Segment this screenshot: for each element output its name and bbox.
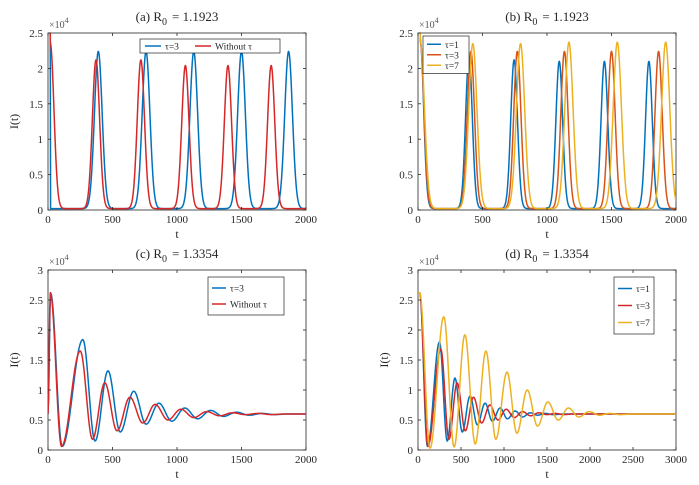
y-tick-label-a-0: 0 bbox=[38, 205, 44, 217]
x-tick-label-d-1: 500 bbox=[453, 454, 470, 466]
y-tick-label-b-1: 0.5 bbox=[399, 170, 413, 182]
y-tick-label-d-2: 1 bbox=[408, 385, 414, 397]
y-tick-label-d-1: 0.5 bbox=[399, 415, 413, 427]
x-axis-label-c: t bbox=[175, 467, 179, 481]
x-axis-label-b: t bbox=[545, 227, 549, 241]
x-tick-label-c-4: 2000 bbox=[295, 454, 318, 466]
legend-label-b-0: τ=1 bbox=[445, 41, 459, 51]
x-tick-label-c-0: 0 bbox=[45, 454, 51, 466]
y-tick-label-a-4: 2 bbox=[38, 63, 44, 75]
x-tick-label-d-2: 1000 bbox=[493, 454, 516, 466]
x-tick-label-b-2: 1000 bbox=[536, 214, 559, 226]
series-line-d-2 bbox=[418, 292, 676, 449]
y-tick-label-d-6: 3 bbox=[408, 265, 414, 277]
x-axis-label-a: t bbox=[175, 227, 179, 241]
x-tick-label-d-3: 1500 bbox=[536, 454, 559, 466]
panel-title-b: (b) R0 = 1.1923 bbox=[505, 9, 588, 28]
legend-label-d-2: τ=7 bbox=[636, 319, 650, 329]
x-tick-label-a-0: 0 bbox=[45, 214, 51, 226]
y-multiplier-d: ×104 bbox=[419, 253, 439, 268]
legend-label-a-1: Without τ bbox=[215, 43, 252, 53]
legend-a: τ=3 Without τ bbox=[139, 38, 281, 54]
panel-title-d: (d) R0 = 1.3354 bbox=[505, 246, 589, 265]
x-tick-label-a-3: 1500 bbox=[231, 214, 254, 226]
panel-d: 0 500 1000 1500 2000 2500 3000 0 0.5 1 1.5 2 2.5 3 ×10… bbox=[377, 246, 688, 481]
y-tick-label-a-3: 1.5 bbox=[29, 99, 43, 111]
series-line-a-1 bbox=[49, 33, 306, 210]
legend-label-d-1: τ=3 bbox=[636, 302, 650, 312]
legend-box-c bbox=[207, 276, 285, 316]
legend-label-c-0: τ=3 bbox=[230, 285, 244, 295]
y-axis-label-d: I(t) bbox=[377, 352, 391, 367]
legend-label-b-1: τ=3 bbox=[445, 51, 459, 61]
y-tick-label-a-2: 1 bbox=[38, 134, 44, 146]
legend-label-b-2: τ=7 bbox=[445, 62, 459, 72]
panel-c: 0 500 1000 1500 2000 0 0.5 1 1.5 2 2.5 3 ×104 (c) R0 =… bbox=[7, 246, 318, 481]
legend-c: τ=3 Without τ bbox=[207, 276, 285, 316]
legend-label-d-0: τ=1 bbox=[636, 285, 650, 295]
y-tick-label-b-5: 2.5 bbox=[399, 28, 413, 40]
x-tick-label-a-4: 2000 bbox=[295, 214, 318, 226]
x-tick-label-d-0: 0 bbox=[415, 454, 421, 466]
x-tick-label-b-1: 500 bbox=[474, 214, 491, 226]
y-multiplier-c: ×104 bbox=[49, 253, 69, 268]
x-tick-label-b-0: 0 bbox=[415, 214, 421, 226]
x-axis-label-d: t bbox=[545, 467, 549, 481]
panel-title-a: (a) R0 = 1.1923 bbox=[136, 9, 219, 28]
x-tick-label-c-2: 1000 bbox=[166, 454, 189, 466]
y-tick-label-c-6: 3 bbox=[38, 265, 44, 277]
y-axis-label-a: I(t) bbox=[7, 114, 21, 129]
x-tick-label-a-2: 1000 bbox=[166, 214, 189, 226]
y-tick-label-c-3: 1.5 bbox=[29, 355, 43, 367]
x-tick-label-c-3: 1500 bbox=[231, 454, 254, 466]
y-axis-label-c: I(t) bbox=[7, 352, 21, 367]
x-tick-label-d-6: 3000 bbox=[665, 454, 688, 466]
x-tick-label-a-1: 500 bbox=[104, 214, 121, 226]
y-tick-label-b-2: 1 bbox=[408, 134, 414, 146]
panel-a: 0 500 1000 1500 2000 0 0.5 1 1.5 2 2.5 ×104 (a) R0 = … bbox=[7, 9, 318, 241]
y-tick-label-c-5: 2.5 bbox=[29, 295, 43, 307]
legend-b: τ=1τ=3τ=7 bbox=[422, 35, 470, 74]
y-tick-label-d-4: 2 bbox=[408, 325, 414, 337]
y-tick-label-a-5: 2.5 bbox=[29, 28, 43, 40]
y-tick-label-c-2: 1 bbox=[38, 385, 44, 397]
series-group-c bbox=[48, 292, 306, 448]
y-tick-label-a-1: 0.5 bbox=[29, 170, 43, 182]
x-tick-label-b-3: 1500 bbox=[601, 214, 624, 226]
y-tick-label-b-0: 0 bbox=[408, 205, 414, 217]
y-tick-label-d-5: 2.5 bbox=[399, 295, 413, 307]
y-tick-label-c-0: 0 bbox=[38, 445, 44, 457]
y-tick-label-c-4: 2 bbox=[38, 325, 44, 337]
x-tick-label-d-4: 2000 bbox=[579, 454, 602, 466]
y-tick-label-c-1: 0.5 bbox=[29, 415, 43, 427]
y-tick-label-b-3: 1.5 bbox=[399, 99, 413, 111]
y-tick-label-b-4: 2 bbox=[408, 63, 414, 75]
panel-title-c: (c) R0 = 1.3354 bbox=[136, 246, 219, 265]
legend-d: τ=1 τ=3 τ=7 bbox=[613, 276, 655, 335]
series-line-c-1 bbox=[48, 292, 306, 448]
x-tick-label-d-5: 2500 bbox=[622, 454, 645, 466]
y-tick-label-d-3: 1.5 bbox=[399, 355, 413, 367]
legend-label-a-0: τ=3 bbox=[165, 43, 179, 53]
legend-label-c-1: Without τ bbox=[230, 301, 267, 311]
y-tick-label-d-0: 0 bbox=[408, 445, 414, 457]
x-tick-label-c-1: 500 bbox=[104, 454, 121, 466]
panel-b: 0 500 1000 1500 2000 0 0.5 1 1.5 2 2.5 ×104 (b) R0 = … bbox=[399, 9, 688, 241]
x-tick-label-b-4: 2000 bbox=[665, 214, 688, 226]
y-multiplier-b: ×104 bbox=[419, 16, 439, 31]
y-multiplier-a: ×104 bbox=[49, 16, 69, 31]
series-group-d bbox=[418, 292, 676, 449]
